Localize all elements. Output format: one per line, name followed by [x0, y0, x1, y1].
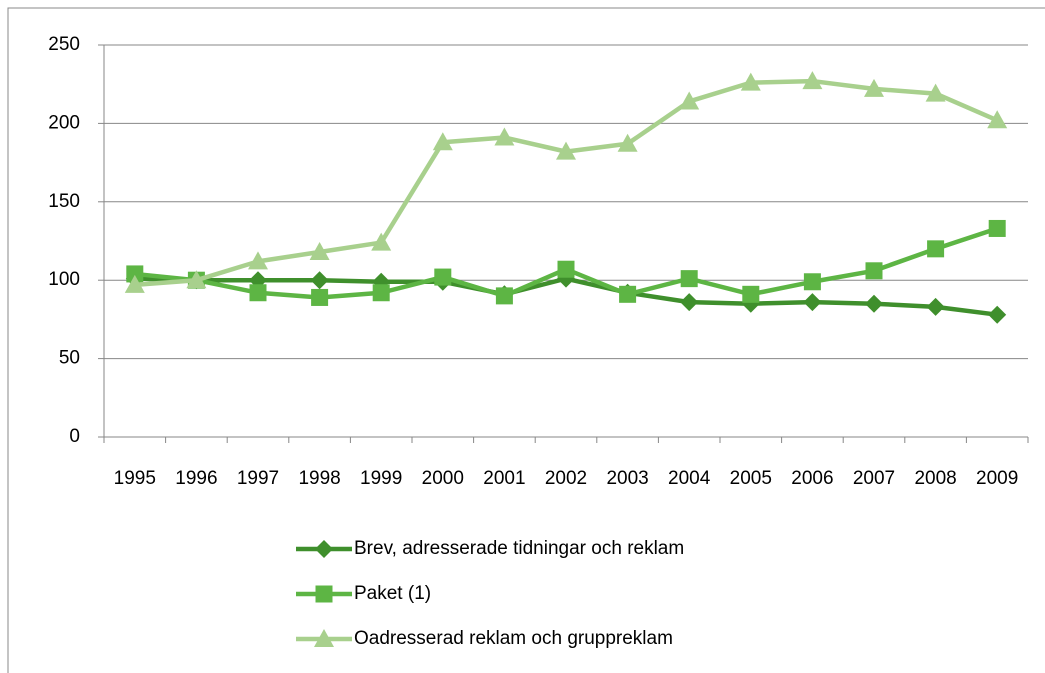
marker: [315, 540, 333, 558]
x-tick-label: 2009: [976, 468, 1018, 489]
legend-label: Brev, adresserade tidningar och reklam: [354, 538, 684, 559]
marker: [865, 294, 883, 313]
x-tick-label: 1995: [114, 468, 156, 489]
marker: [249, 284, 267, 302]
x-tick-label: 1996: [175, 468, 217, 489]
legend-label: Paket (1): [354, 583, 431, 604]
marker: [126, 265, 144, 283]
marker: [311, 288, 329, 306]
marker: [186, 270, 207, 289]
marker: [310, 271, 329, 290]
marker: [740, 72, 761, 91]
x-tick-label: 2007: [853, 468, 895, 489]
x-tick-label: 2008: [914, 468, 956, 489]
marker: [372, 284, 390, 302]
series-line: [134, 78, 999, 288]
x-tick-label: 1999: [360, 468, 402, 489]
x-tick-label: 2005: [730, 468, 772, 489]
marker: [248, 251, 268, 270]
marker: [803, 293, 822, 312]
x-tick-label: 2003: [606, 468, 648, 489]
marker: [865, 262, 883, 280]
marker: [371, 232, 392, 251]
x-tick-label: 2000: [422, 468, 464, 489]
marker: [494, 127, 515, 146]
marker: [864, 78, 884, 97]
legend-label: Oadresserad reklam och gruppreklam: [354, 628, 673, 649]
marker: [619, 285, 637, 303]
x-tick-label: 2001: [483, 468, 525, 489]
marker: [987, 110, 1008, 129]
x-tick-label: 2002: [545, 468, 587, 489]
marker: [309, 241, 330, 260]
marker: [803, 273, 821, 291]
x-tick-label: 2004: [668, 468, 711, 489]
y-tick-label: 200: [48, 112, 80, 133]
y-tick-label: 0: [69, 426, 80, 447]
marker: [124, 274, 145, 293]
marker: [617, 133, 638, 152]
marker: [742, 285, 760, 303]
y-tick-label: 100: [48, 269, 80, 290]
marker: [556, 141, 576, 160]
x-tick-label: 1997: [237, 468, 279, 489]
marker: [557, 260, 575, 278]
x-tick-label: 1998: [298, 468, 340, 489]
marker: [925, 83, 946, 102]
marker: [680, 270, 698, 288]
marker: [679, 91, 700, 110]
marker: [432, 132, 453, 151]
marker: [315, 585, 333, 603]
marker: [802, 71, 823, 90]
x-tick-label: 2006: [791, 468, 833, 489]
marker: [680, 293, 699, 312]
marker: [926, 297, 945, 316]
marker: [927, 240, 945, 258]
marker: [495, 287, 513, 305]
y-tick-label: 150: [48, 191, 80, 212]
chart-frame: [7, 7, 1045, 673]
marker: [434, 268, 452, 286]
marker: [988, 305, 1007, 324]
marker: [314, 629, 334, 647]
marker: [988, 219, 1006, 237]
y-tick-label: 50: [59, 348, 80, 369]
y-tick-label: 250: [48, 34, 80, 55]
